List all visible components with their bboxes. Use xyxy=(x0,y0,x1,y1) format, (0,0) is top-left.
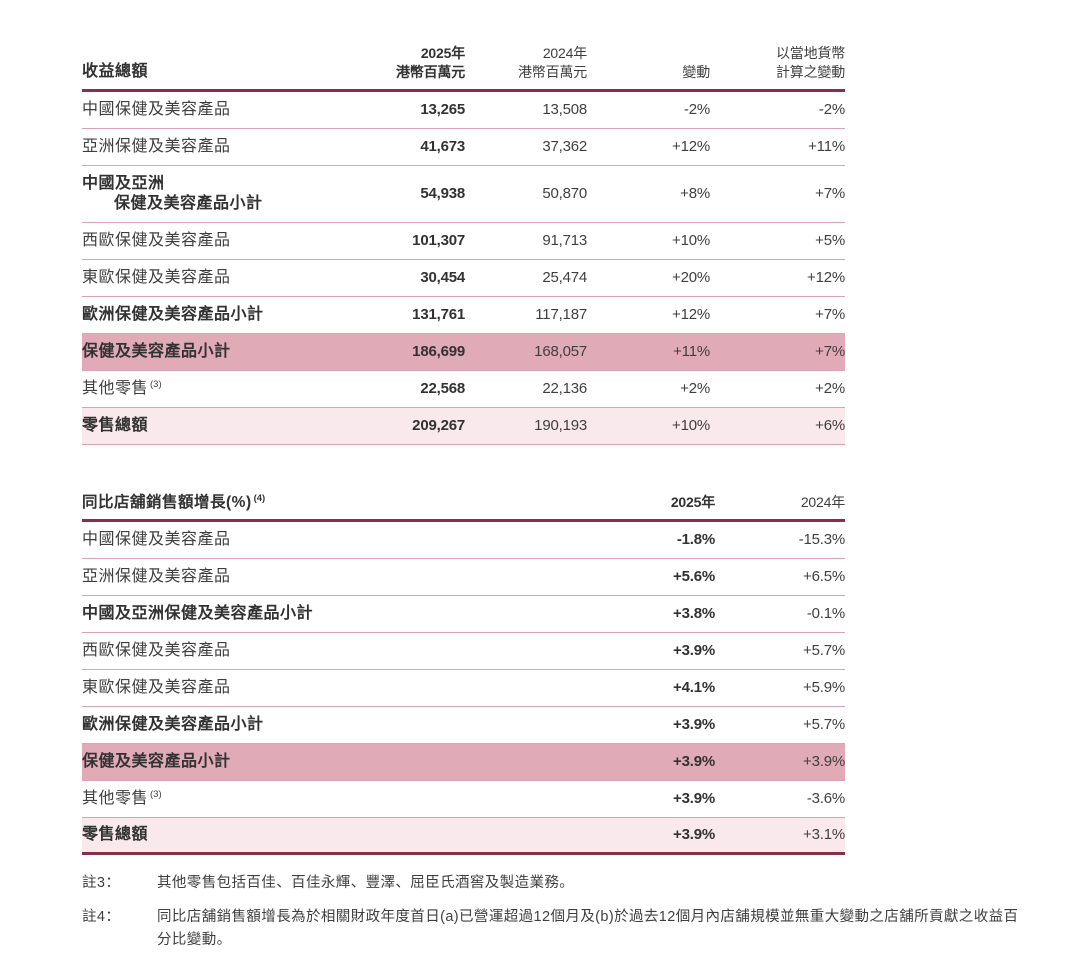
table-spacer xyxy=(82,445,845,478)
table-row-subtotal: 中國及亞洲 保健及美容產品小計 54,938 50,870 +8% +7% xyxy=(82,166,845,223)
footnote-ref-4: (4) xyxy=(253,492,266,504)
revenue-table-header: 收益總額 2025年 港幣百萬元 2024年 港幣百萬元 變動 以當地貨幣 計算… xyxy=(82,28,845,92)
col-header-local-change: 以當地貨幣 計算之變動 xyxy=(776,45,845,81)
sss-table-header: 同比店舖銷售額增長(%) (4) 2025年 2024年 xyxy=(82,478,845,522)
col-header-2025: 2025年 港幣百萬元 xyxy=(396,45,465,81)
table-row: 亞洲保健及美容產品 +5.6% +6.5% xyxy=(82,559,845,596)
footnote-3-label: 註3： xyxy=(82,875,121,891)
table-row: 西歐保健及美容產品 +3.9% +5.7% xyxy=(82,633,845,670)
footnote-ref-3: (3) xyxy=(150,379,162,390)
table-row: 亞洲保健及美容產品 41,673 37,362 +12% +11% xyxy=(82,129,845,166)
table-row: 中國保健及美容產品 13,265 13,508 -2% -2% xyxy=(82,92,845,129)
table-row: 其他零售 (3) 22,568 22,136 +2% +2% xyxy=(82,371,845,408)
footnote-4: 註4： 同比店舖銷售額增長為於相關財政年度首日(a)已營運超過12個月及(b)於… xyxy=(82,906,1024,951)
table-row: 東歐保健及美容產品 +4.1% +5.9% xyxy=(82,670,845,707)
footnote-3-text: 其他零售包括百佳、百佳永輝、豐澤、屈臣氏酒窖及製造業務。 xyxy=(157,875,575,891)
revenue-table-title: 收益總額 xyxy=(82,63,149,80)
report-page: 收益總額 2025年 港幣百萬元 2024年 港幣百萬元 變動 以當地貨幣 計算… xyxy=(82,28,1024,963)
sss-table-title: 同比店舖銷售額增長(%) (4) xyxy=(82,492,266,511)
table-row: 中國保健及美容產品 -1.8% -15.3% xyxy=(82,522,845,559)
table-row-subtotal: 中國及亞洲保健及美容產品小計 +3.8% -0.1% xyxy=(82,596,845,633)
col-header-2025: 2025年 xyxy=(670,494,715,511)
table-row-subtotal: 歐洲保健及美容產品小計 +3.9% +5.7% xyxy=(82,707,845,744)
table-row: 其他零售 (3) +3.9% -3.6% xyxy=(82,781,845,818)
col-header-2024: 2024年 xyxy=(800,494,845,511)
col-header-change: 變動 xyxy=(682,64,710,81)
table-row: 西歐保健及美容產品 101,307 91,713 +10% +5% xyxy=(82,223,845,260)
footnote-4-label: 註4： xyxy=(82,909,121,926)
same-store-sales-table: 同比店舖銷售額增長(%) (4) 2025年 2024年 中國保健及美容產品 -1… xyxy=(82,478,845,855)
footnote-3: 註3： 其他零售包括百佳、百佳永輝、豐澤、屈臣氏酒窖及製造業務。 xyxy=(82,872,1024,894)
footnote-4-text: 同比店舖銷售額增長為於相關財政年度首日(a)已營運超過12個月及(b)於過去12… xyxy=(157,909,1019,948)
table-row-subtotal: 歐洲保健及美容產品小計 131,761 117,187 +12% +7% xyxy=(82,297,845,334)
table-row: 東歐保健及美容產品 30,454 25,474 +20% +12% xyxy=(82,260,845,297)
revenue-table: 收益總額 2025年 港幣百萬元 2024年 港幣百萬元 變動 以當地貨幣 計算… xyxy=(82,28,845,445)
table-row-subtotal-highlight: 保健及美容產品小計 +3.9% +3.9% xyxy=(82,744,845,781)
table-row-total-highlight: 零售總額 +3.9% +3.1% xyxy=(82,818,845,855)
col-header-2024: 2024年 港幣百萬元 xyxy=(518,45,587,81)
table-row-subtotal-highlight: 保健及美容產品小計 186,699 168,057 +11% +7% xyxy=(82,334,845,371)
footnotes: 註3： 其他零售包括百佳、百佳永輝、豐澤、屈臣氏酒窖及製造業務。 註4： 同比店… xyxy=(82,872,1024,951)
footnote-ref-3: (3) xyxy=(150,789,162,800)
table-row-total-highlight: 零售總額 209,267 190,193 +10% +6% xyxy=(82,408,845,445)
